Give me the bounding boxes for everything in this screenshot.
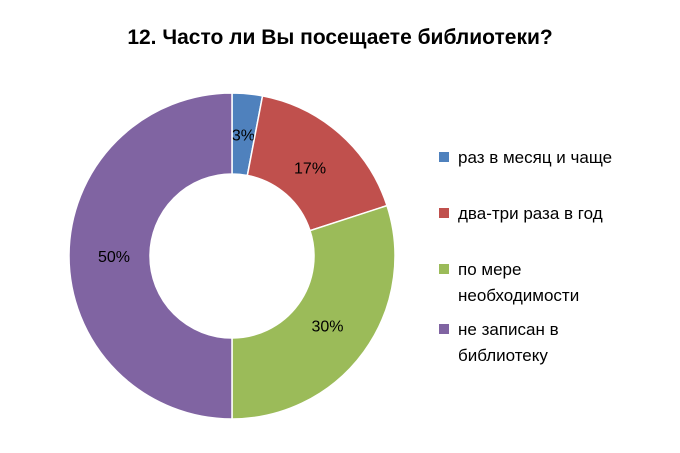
slice-value-label: 30% xyxy=(311,318,343,335)
legend-item: раз в месяц и чаще xyxy=(439,145,659,201)
donut-slice xyxy=(231,204,396,420)
legend-item: два-три раза в год xyxy=(439,201,659,257)
legend-label: раз в месяц и чаще xyxy=(458,148,613,167)
slice-value-label: 50% xyxy=(98,249,130,266)
legend-swatch xyxy=(439,152,449,162)
legend-swatch xyxy=(439,324,449,334)
legend-swatch xyxy=(439,208,449,218)
legend: раз в месяц и чаще два-три раза в год по… xyxy=(439,145,659,369)
donut-slice xyxy=(246,95,388,232)
donut-slice xyxy=(68,92,233,420)
legend-label: не записан в библиотеку xyxy=(458,320,559,365)
legend-label: два-три раза в год xyxy=(458,204,603,223)
slice-value-label: 3% xyxy=(232,128,255,145)
slice-value-label: 17% xyxy=(294,160,326,177)
legend-label: по мере необходимости xyxy=(458,260,580,305)
legend-item: не записан в библиотеку xyxy=(439,317,659,369)
legend-swatch xyxy=(439,264,449,274)
chart-title: 12. Часто ли Вы посещаете библиотеки? xyxy=(127,26,553,49)
legend-item: по мере необходимости xyxy=(439,257,659,317)
